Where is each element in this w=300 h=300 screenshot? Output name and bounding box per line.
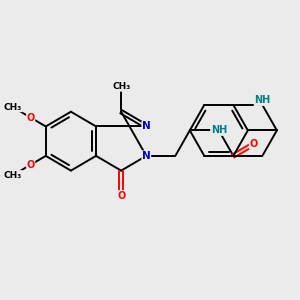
Text: CH₃: CH₃ — [4, 170, 22, 179]
Text: O: O — [27, 160, 35, 170]
Text: CH₃: CH₃ — [112, 82, 130, 91]
Text: O: O — [249, 139, 258, 149]
Text: N: N — [142, 122, 151, 131]
Text: CH₃: CH₃ — [4, 103, 22, 112]
Text: N: N — [142, 151, 151, 161]
Text: NH: NH — [211, 125, 227, 135]
Text: NH: NH — [254, 95, 271, 106]
Text: O: O — [27, 112, 35, 123]
Text: O: O — [117, 190, 125, 201]
